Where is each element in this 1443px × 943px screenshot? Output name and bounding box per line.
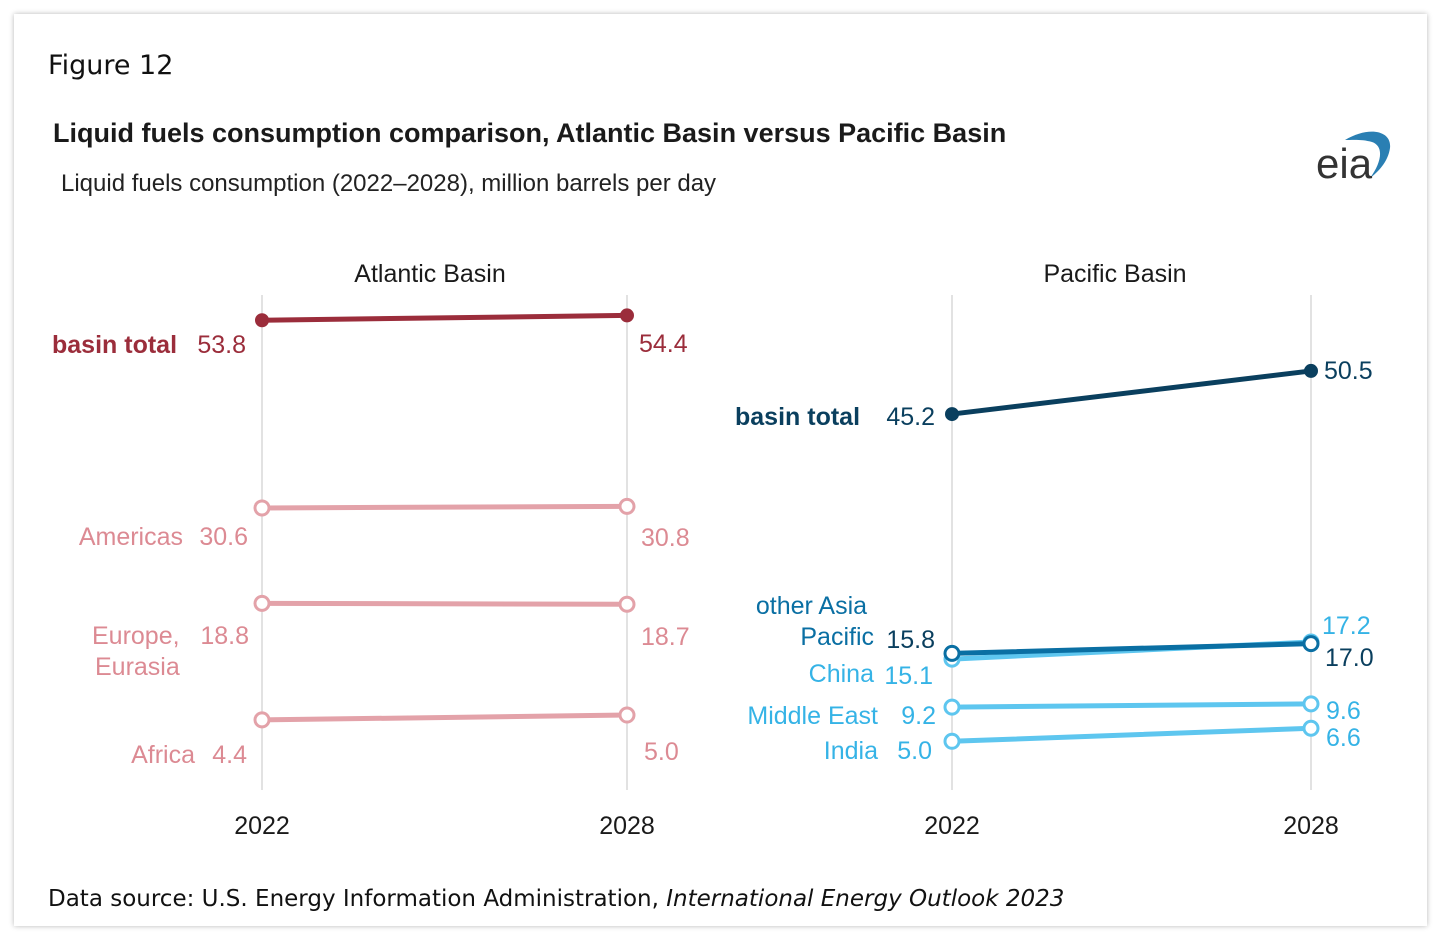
atlantic-africa-label: Africa: [131, 741, 195, 769]
pacific-series-middle-east: Middle East 9.2 9.6: [747, 695, 1361, 730]
atlantic-americas-line: [259, 503, 630, 511]
atlantic-basin-total-point-2028: [620, 308, 634, 323]
pacific-middle-east-line: [949, 701, 1314, 710]
pacific-other-asia-pacific-point-2022: [943, 644, 961, 662]
atlantic-series-europe-eurasia: Europe, Eurasia 18.8 18.7: [92, 594, 690, 681]
pacific-middle-east-point-2028: [1302, 695, 1320, 713]
figure-frame: [14, 14, 1427, 926]
atlantic-basin-total-point-2022: [255, 313, 269, 328]
atlantic-americas-point-2028: [618, 497, 636, 515]
atlantic-basin-total-value-2028: 54.4: [639, 330, 688, 358]
pacific-india-point-2022: [943, 732, 961, 750]
chart-subtitle: Liquid fuels consumption (2022–2028), mi…: [61, 170, 717, 197]
pacific-china-value-2028: 17.2: [1322, 612, 1371, 640]
atlantic-africa-point-2022: [253, 711, 271, 729]
atlantic-europe-eurasia-label: Europe, Eurasia: [92, 622, 187, 681]
pacific-india-line: [949, 725, 1314, 744]
atlantic-panel: Atlantic Basin 2022 2028 basin total 53.…: [52, 260, 690, 840]
pacific-china-label: China: [809, 660, 874, 688]
pacific-other-asia-pacific-label-line1: other Asia: [756, 592, 867, 620]
pacific-series-india: India 5.0 6.6: [824, 719, 1361, 765]
data-source: Data source: U.S. Energy Information Adm…: [48, 886, 1064, 912]
atlantic-europe-eurasia-label-line2: Eurasia: [95, 653, 180, 681]
figure-label: Figure 12: [48, 50, 174, 81]
pacific-india-point-2028: [1302, 719, 1320, 737]
pacific-series-basin-total: basin total 45.2 50.5: [735, 357, 1373, 431]
atlantic-series-basin-total: basin total 53.8 54.4: [52, 308, 688, 359]
atlantic-basin-total-line: [259, 312, 630, 323]
atlantic-africa-point-2028: [618, 706, 636, 724]
pacific-other-asia-pacific-value-2022: 15.8: [886, 626, 935, 654]
pacific-china-value-2022: 15.1: [884, 662, 933, 690]
atlantic-americas-value-2028: 30.8: [641, 524, 690, 552]
atlantic-europe-eurasia-line: [259, 600, 630, 607]
atlantic-europe-eurasia-point-2022: [253, 594, 271, 612]
pacific-other-asia-pacific-point-2028: [1302, 635, 1320, 653]
atlantic-series-americas: Americas 30.6 30.8: [79, 497, 690, 552]
pacific-series-other-asia-pacific: other Asia Pacific 15.8 17.0: [756, 592, 1374, 672]
pacific-x-tick-2028: 2028: [1283, 812, 1339, 840]
atlantic-x-tick-2022: 2022: [234, 812, 290, 840]
pacific-other-asia-pacific-label: other Asia Pacific: [756, 592, 874, 651]
atlantic-basin-total-value-2022: 53.8: [197, 331, 246, 359]
data-source-prefix: Data source: U.S. Energy Information Adm…: [48, 886, 667, 912]
pacific-basin-total-line: [949, 368, 1314, 417]
pacific-middle-east-label: Middle East: [747, 702, 878, 730]
atlantic-americas-label: Americas: [79, 523, 183, 551]
pacific-x-tick-2022: 2022: [924, 812, 980, 840]
atlantic-x-tick-2028: 2028: [599, 812, 655, 840]
atlantic-americas-point-2022: [253, 499, 271, 517]
atlantic-basin-total-label: basin total: [52, 331, 177, 359]
atlantic-europe-eurasia-value-2022: 18.8: [200, 622, 249, 650]
pacific-other-asia-pacific-line: [949, 641, 1314, 656]
eia-logo-icon: eia: [1316, 131, 1391, 187]
atlantic-europe-eurasia-label-line1: Europe,: [92, 622, 180, 650]
pacific-basin-total-value-2022: 45.2: [886, 403, 935, 431]
atlantic-americas-value-2022: 30.6: [199, 523, 248, 551]
eia-logo-text: eia: [1316, 140, 1373, 187]
pacific-india-label: India: [824, 737, 878, 765]
pacific-other-asia-pacific-label-line2: Pacific: [800, 623, 874, 651]
atlantic-africa-line: [259, 712, 630, 723]
pacific-india-value-2022: 5.0: [897, 737, 932, 765]
atlantic-africa-value-2028: 5.0: [644, 738, 679, 766]
atlantic-panel-title: Atlantic Basin: [354, 260, 505, 288]
pacific-middle-east-value-2022: 9.2: [901, 702, 936, 730]
pacific-panel: Pacific Basin 2022 2028 basin total 45.2…: [735, 260, 1374, 840]
atlantic-africa-value-2022: 4.4: [212, 741, 247, 769]
atlantic-europe-eurasia-point-2028: [618, 595, 636, 613]
pacific-india-value-2028: 6.6: [1326, 724, 1361, 752]
atlantic-europe-eurasia-value-2028: 18.7: [641, 623, 690, 651]
pacific-middle-east-point-2022: [943, 698, 961, 716]
pacific-basin-total-label: basin total: [735, 403, 860, 431]
pacific-other-asia-pacific-value-2028: 17.0: [1325, 644, 1374, 672]
data-source-publication: International Energy Outlook 2023: [666, 886, 1065, 912]
pacific-panel-title: Pacific Basin: [1043, 260, 1186, 288]
chart-title: Liquid fuels consumption comparison, Atl…: [53, 118, 1007, 148]
pacific-basin-total-point-2028: [1304, 363, 1318, 378]
pacific-basin-total-value-2028: 50.5: [1324, 357, 1373, 385]
pacific-middle-east-value-2028: 9.6: [1326, 697, 1361, 725]
pacific-basin-total-point-2022: [945, 407, 959, 422]
atlantic-series-africa: Africa 4.4 5.0: [131, 706, 679, 769]
